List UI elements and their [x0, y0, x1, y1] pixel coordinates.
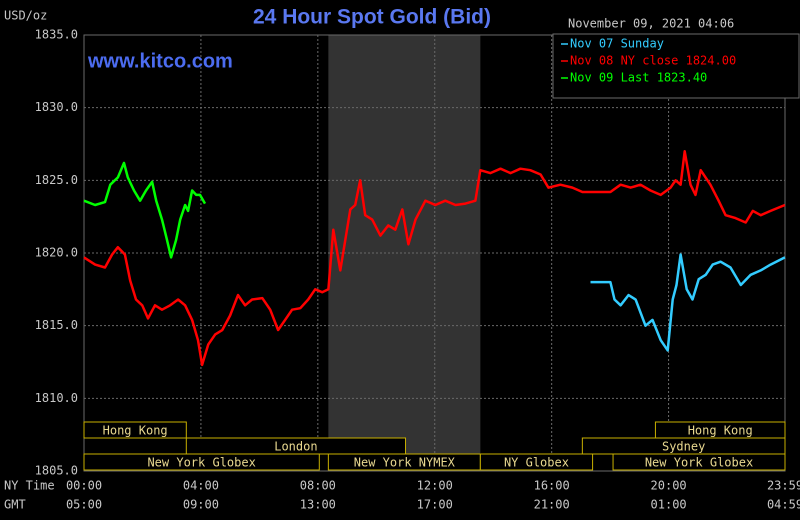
session-label: Sydney: [662, 440, 705, 454]
session-label: London: [274, 440, 317, 454]
x-tick-label-gmt: 09:00: [183, 498, 219, 512]
timestamp: November 09, 2021 04:06: [568, 17, 734, 31]
legend-box: [552, 33, 800, 99]
chart-title: 24 Hour Spot Gold (Bid): [253, 6, 491, 29]
y-tick-label: 1810.0: [35, 391, 78, 405]
x-tick-label: 20:00: [651, 479, 687, 493]
x-tick-label: 23:59: [767, 479, 800, 493]
x-tick-label: 16:00: [534, 479, 570, 493]
series-line: [590, 253, 786, 352]
session-label: Hong Kong: [103, 424, 168, 438]
series-line: [83, 150, 786, 367]
legend-label: Nov 08 NY close 1824.00: [570, 54, 736, 68]
x-tick-label-gmt: 21:00: [534, 498, 570, 512]
session-box: [83, 453, 320, 471]
session-label: New York Globex: [147, 456, 255, 470]
x-tick-label-gmt: 01:00: [651, 498, 687, 512]
x-tick-label-gmt: 05:00: [66, 498, 102, 512]
y-tick-label: 1815.0: [35, 318, 78, 332]
x-tick-label-gmt: 13:00: [300, 498, 336, 512]
y-tick-label: 1805.0: [35, 464, 78, 478]
y-tick-label: 1835.0: [35, 28, 78, 42]
x-row-label: GMT: [4, 498, 26, 512]
x-tick-label: 08:00: [300, 479, 336, 493]
x-tick-label-gmt: 17:00: [417, 498, 453, 512]
y-tick-label: 1820.0: [35, 246, 78, 260]
y-tick-label: 1830.0: [35, 100, 78, 114]
session-label: New York NYMEX: [354, 456, 456, 470]
session-box: [479, 453, 594, 471]
session-box: [83, 421, 187, 439]
x-tick-label: 04:00: [183, 479, 219, 493]
legend-label: Nov 07 Sunday: [570, 37, 664, 51]
watermark: www.kitco.com: [87, 50, 233, 72]
y-tick-label: 1825.0: [35, 173, 78, 187]
series-line: [83, 161, 207, 259]
x-tick-label: 12:00: [417, 479, 453, 493]
x-tick-label: 00:00: [66, 479, 102, 493]
x-tick-label-gmt: 04:59: [767, 498, 800, 512]
session-label: New York Globex: [645, 456, 753, 470]
session-label: NY Globex: [504, 456, 569, 470]
x-row-label: NY Time: [4, 479, 55, 493]
session-box: [612, 453, 786, 471]
plot-frame: [83, 34, 786, 472]
session-label: Hong Kong: [688, 424, 753, 438]
y-axis-label: USD/oz: [4, 9, 47, 23]
legend-label: Nov 09 Last 1823.40: [570, 71, 707, 85]
